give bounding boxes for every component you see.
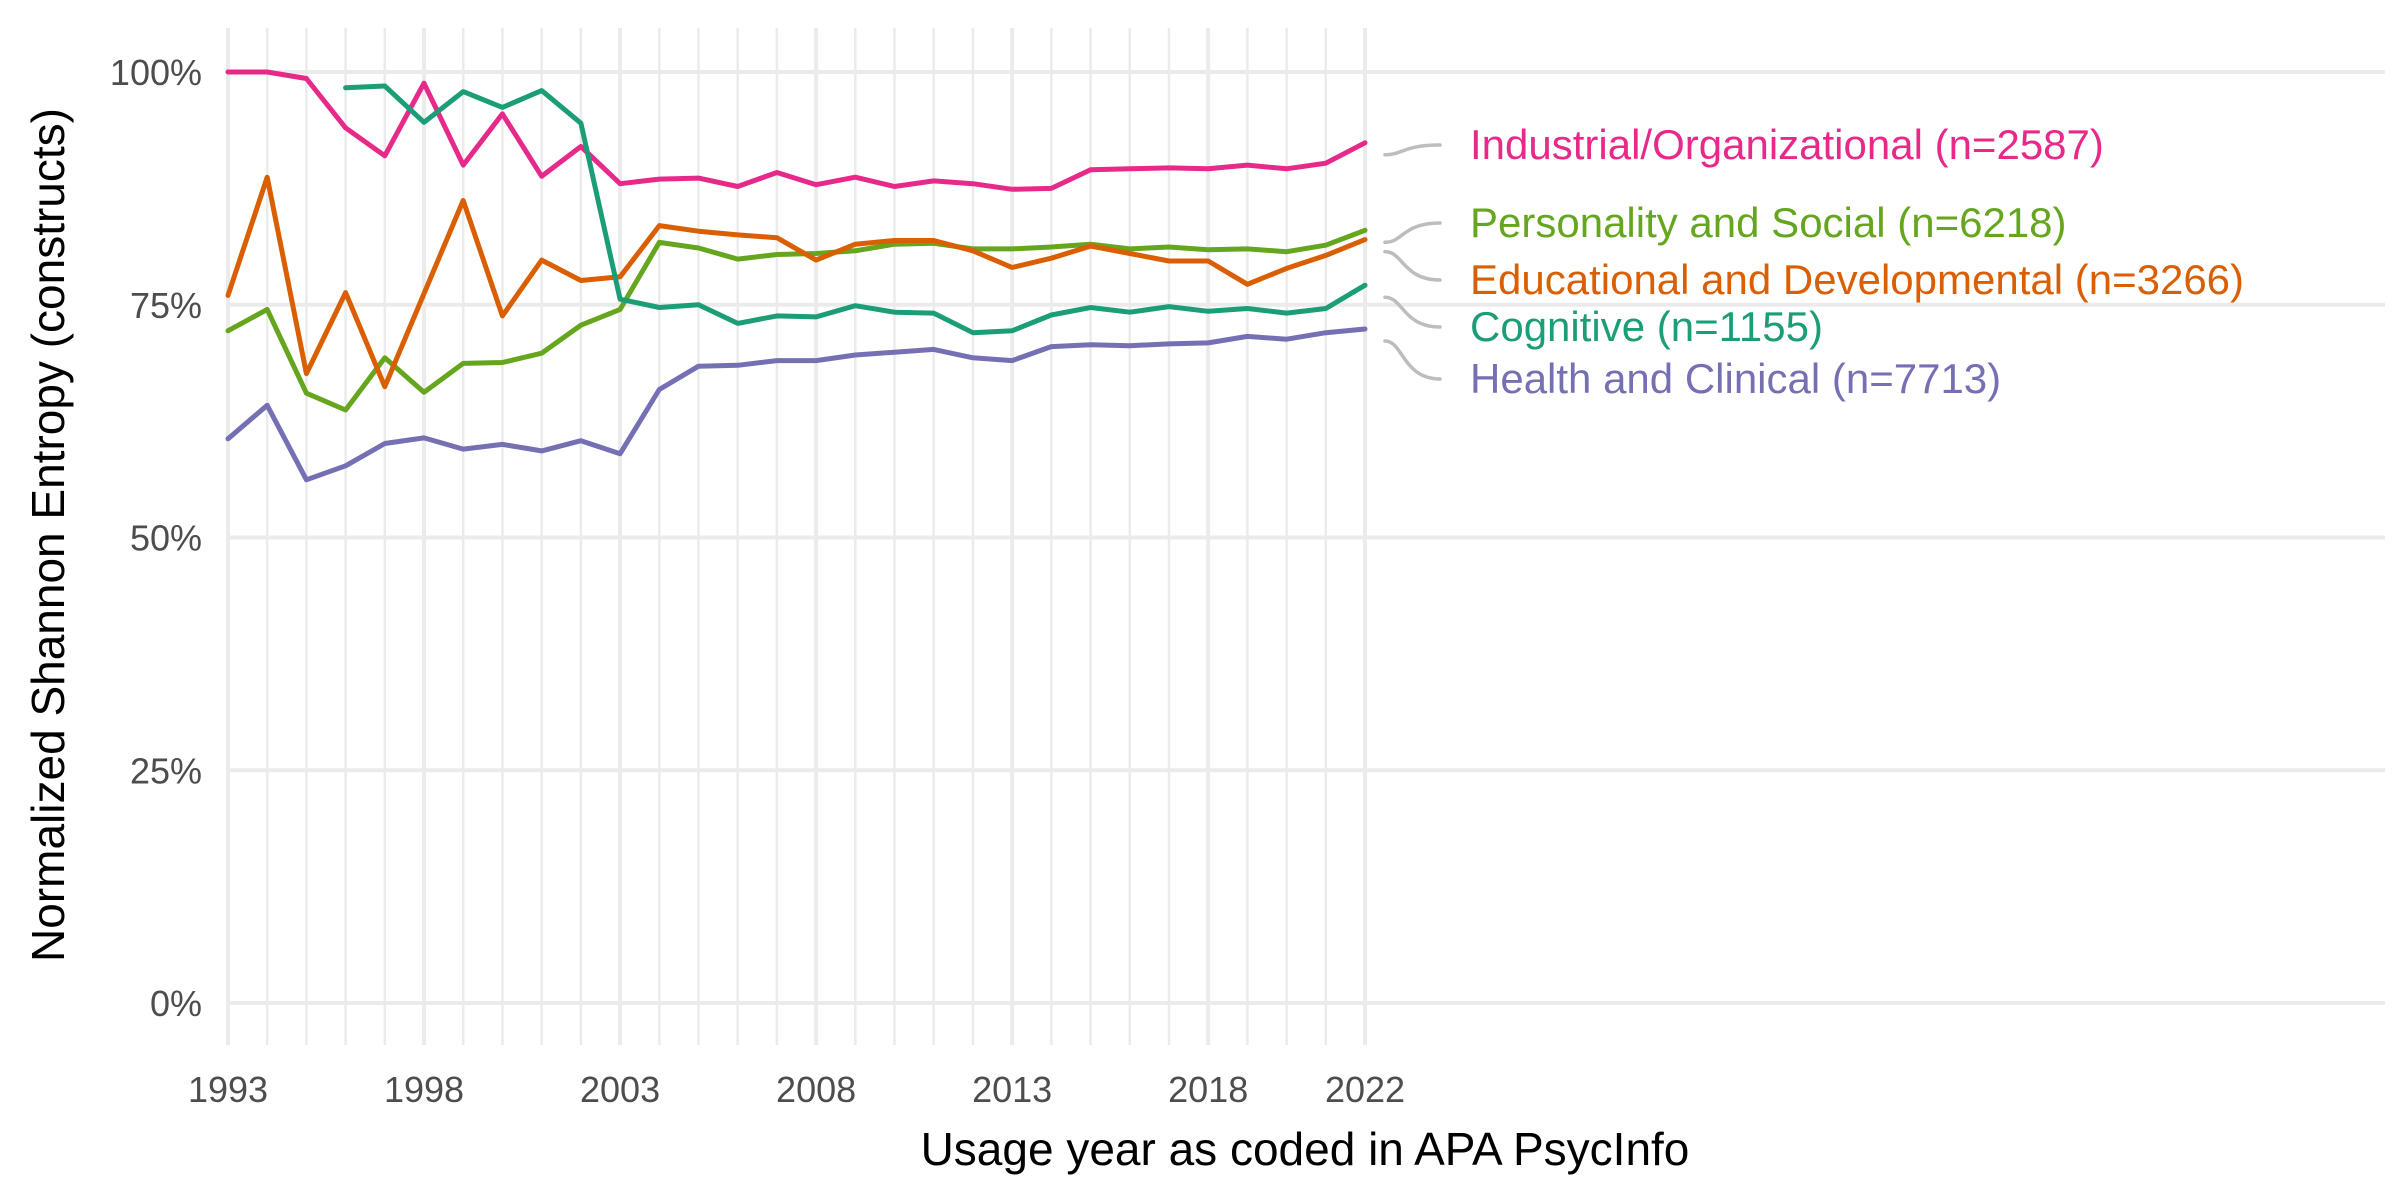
x-tick-label: 2018 [1168,1069,1248,1110]
y-tick-label: 0% [150,983,202,1024]
label-leader-line [1383,249,1442,282]
y-tick-label: 50% [130,518,202,559]
series-line-1 [225,227,1368,413]
y-tick-label: 100% [110,52,202,93]
y-tick-label: 75% [130,285,202,326]
axis-ticks: 0% 25% 50% 75% 100% 1993 1998 2003 2008 2013 2018 2… [110,52,1405,1110]
series-line-0 [225,69,1368,192]
label-leader-line [1383,295,1442,329]
y-axis-title: Normalized Shannon Entropy (constructs) [22,108,74,962]
series-label: Health and Clinical (n=7713) [1470,355,2001,402]
series-label: Educational and Developmental (n=3266) [1470,256,2244,303]
label-leader-line [1383,339,1442,381]
series-line-3 [343,83,1368,336]
series-label: Industrial/Organizational (n=2587) [1470,121,2104,168]
grid [226,28,2385,1045]
x-tick-label: 2022 [1325,1069,1405,1110]
x-tick-label: 2003 [580,1069,660,1110]
x-tick-label: 2008 [776,1069,856,1110]
series-label: Cognitive (n=1155) [1470,303,1823,350]
y-tick-label: 25% [130,750,202,791]
series-label: Personality and Social (n=6218) [1470,199,2067,246]
series-lines [225,69,1368,483]
x-tick-label: 1993 [188,1069,268,1110]
label-leader-line [1383,221,1442,245]
series-line-4 [225,326,1368,483]
label-leader-line [1383,143,1442,157]
series-line-2 [225,174,1368,390]
series-labels: Industrial/Organizational (n=2587) Person… [1383,121,2244,402]
x-axis-title: Usage year as coded in APA PsycInfo [921,1123,1690,1175]
x-tick-label: 2013 [972,1069,1052,1110]
x-tick-label: 1998 [384,1069,464,1110]
